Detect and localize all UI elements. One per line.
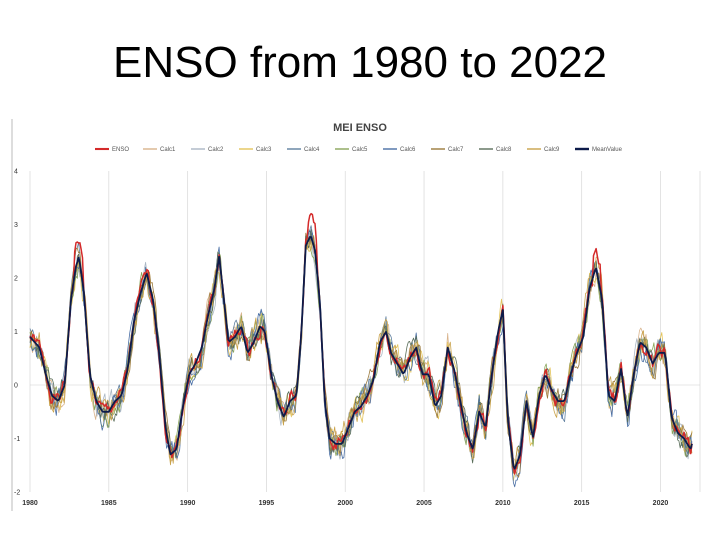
- y-tick-label: 3: [14, 222, 18, 229]
- series-line-meanvalue: [29, 236, 693, 470]
- x-tick-label: 1995: [259, 500, 275, 507]
- legend-label-enso: ENSO: [112, 147, 129, 153]
- x-tick-label: 2015: [574, 500, 590, 507]
- y-axis: -2 -1 0 1 2 3 4: [14, 169, 20, 497]
- y-tick-label: 0: [14, 383, 18, 390]
- legend-label-calc4: Calc4: [304, 147, 320, 153]
- y-tick-label: 4: [14, 169, 18, 176]
- y-tick-label: 1: [14, 329, 18, 336]
- legend-label-meanvalue: MeanValue: [592, 147, 623, 153]
- grid: [11, 119, 701, 511]
- legend-label-calc9: Calc9: [544, 147, 560, 153]
- legend-label-calc6: Calc6: [400, 147, 416, 153]
- y-tick-label: -2: [14, 490, 20, 497]
- y-tick-label: -1: [14, 436, 20, 443]
- legend: ENSO Calc1 Calc2 Calc3 Calc4 Calc5 Calc6 Calc7 C…: [95, 147, 623, 153]
- x-tick-label: 2000: [337, 500, 353, 507]
- legend-label-calc7: Calc7: [448, 147, 464, 153]
- legend-label-calc3: Calc3: [256, 147, 272, 153]
- legend-label-calc1: Calc1: [160, 147, 176, 153]
- y-tick-label: 2: [14, 276, 18, 283]
- legend-label-calc8: Calc8: [496, 147, 512, 153]
- legend-label-calc5: Calc5: [352, 147, 368, 153]
- x-axis: 1980 1985 1990 1995 2000 2005 2010 2015 2020: [22, 500, 668, 507]
- chart-frame: MEI ENSO ENSO Calc1 Calc2 Calc3 Calc4 Calc5 Ca…: [10, 115, 710, 515]
- x-tick-label: 2005: [416, 500, 432, 507]
- x-tick-label: 1990: [180, 500, 196, 507]
- x-tick-label: 2010: [495, 500, 511, 507]
- series-layer: [29, 212, 693, 488]
- x-tick-label: 1985: [101, 500, 117, 507]
- x-tick-label: 1980: [22, 500, 38, 507]
- x-tick-label: 2020: [653, 500, 669, 507]
- legend-label-calc2: Calc2: [208, 147, 224, 153]
- slide-title: ENSO from 1980 to 2022: [112, 38, 608, 87]
- chart-svg: MEI ENSO ENSO Calc1 Calc2 Calc3 Calc4 Calc5 Ca…: [11, 119, 701, 511]
- chart-title: MEI ENSO: [333, 122, 387, 134]
